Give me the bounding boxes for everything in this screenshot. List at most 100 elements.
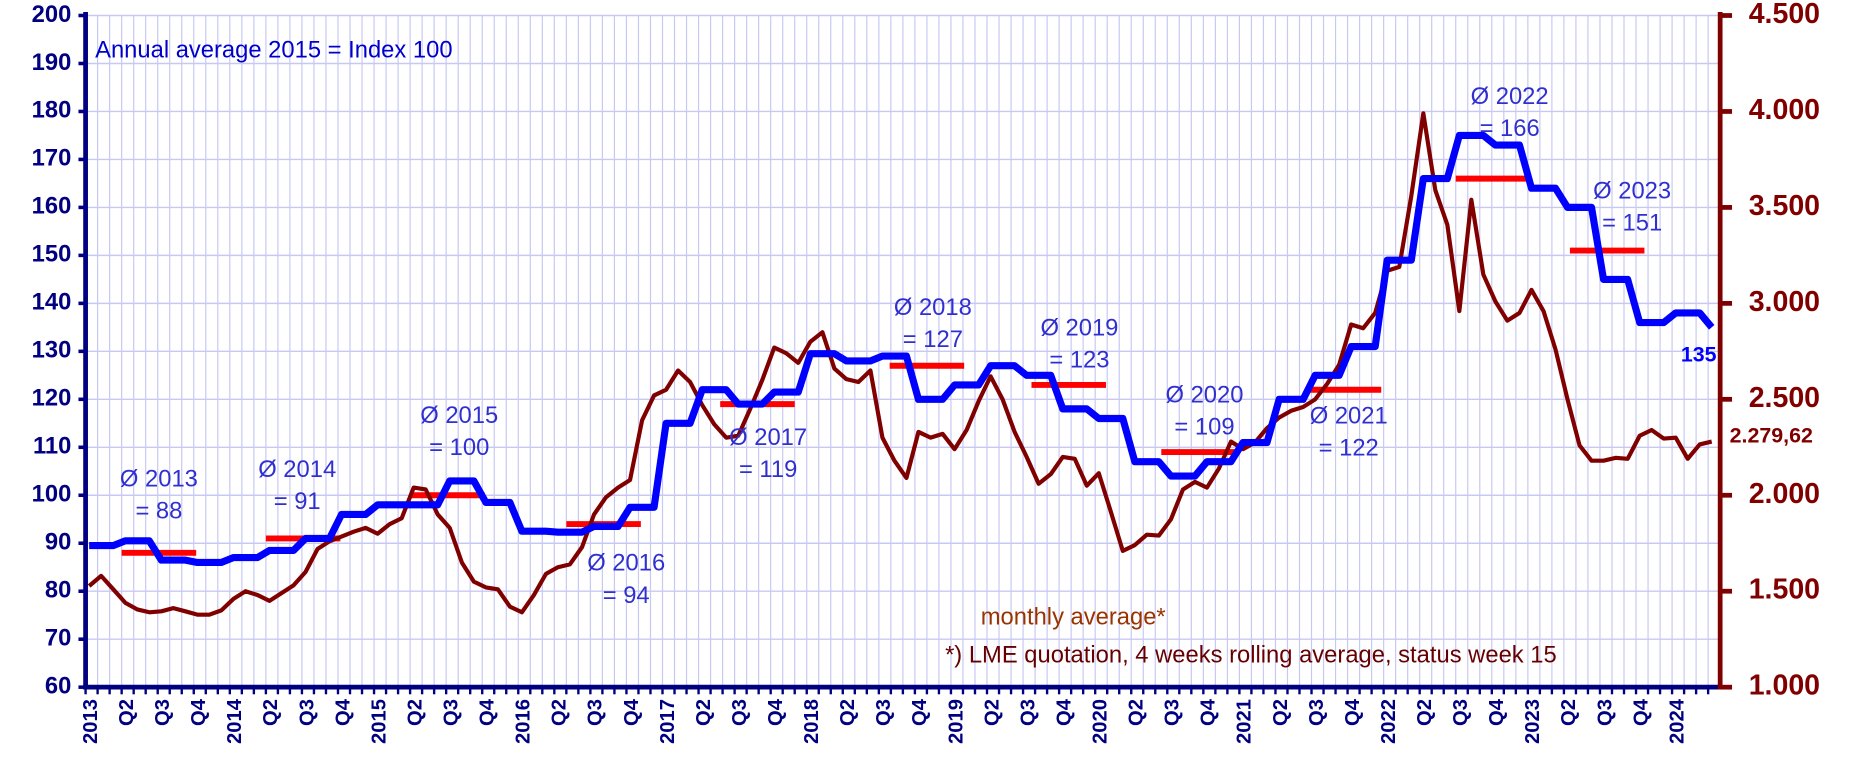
x-tick-label: Q2 xyxy=(404,699,426,726)
y-tick-label: 130 xyxy=(32,337,72,364)
y2-tick-label: 2.000 xyxy=(1749,478,1820,510)
x-tick-label: Q2 xyxy=(1414,699,1436,726)
x-tick-label: 2018 xyxy=(801,699,823,744)
x-tick-label: 2022 xyxy=(1378,699,1400,744)
annual-average-value: = 151 xyxy=(1602,210,1662,237)
y2-tick-label: 2.500 xyxy=(1749,382,1820,414)
x-tick-label: Q3 xyxy=(585,699,607,726)
x-tick-label: Q2 xyxy=(260,699,282,726)
y-tick-label: 160 xyxy=(32,193,72,220)
annual-average-label: Ø 2019 xyxy=(1040,314,1118,341)
annual-average-label: Ø 2022 xyxy=(1471,83,1549,110)
y2-tick-label: 3.000 xyxy=(1749,286,1820,318)
x-tick-label: Q2 xyxy=(1270,699,1292,726)
x-tick-label: Q4 xyxy=(765,698,787,726)
x-tick-label: Q3 xyxy=(296,699,318,726)
annual-average-value: = 123 xyxy=(1049,346,1109,373)
x-tick-label: Q2 xyxy=(1126,699,1148,726)
annual-average-value: = 166 xyxy=(1480,115,1540,142)
x-tick-label: Q3 xyxy=(440,699,462,726)
annual-average-label: Ø 2014 xyxy=(258,456,336,483)
y2-tick-label: 3.500 xyxy=(1749,190,1820,222)
x-tick-label: Q4 xyxy=(1486,698,1508,726)
y-tick-label: 190 xyxy=(32,49,72,76)
y2-tick-label: 1.000 xyxy=(1749,670,1820,702)
x-tick-label: 2024 xyxy=(1666,698,1688,744)
annual-average-label: Ø 2016 xyxy=(587,550,665,577)
x-tick-label: Q3 xyxy=(152,699,174,726)
annual-average-label: Ø 2013 xyxy=(120,466,198,493)
x-tick-label: Q2 xyxy=(549,699,571,726)
x-tick-label: Q2 xyxy=(837,699,859,726)
x-tick-label: Q4 xyxy=(1342,698,1364,726)
y-tick-label: 70 xyxy=(45,624,71,651)
x-tick-label: Q4 xyxy=(1198,698,1220,726)
marks xyxy=(87,111,1715,617)
annual-average-value: = 94 xyxy=(603,582,650,609)
annual-average-value: = 119 xyxy=(739,456,797,483)
y-tick-label: 170 xyxy=(32,145,72,172)
x-tick-label: 2017 xyxy=(657,699,679,744)
annual-average-value: = 127 xyxy=(903,326,963,353)
annual-average-label: Ø 2018 xyxy=(894,294,972,321)
x-tick-label: Q2 xyxy=(981,699,1003,726)
x-tick-label: 2014 xyxy=(224,698,246,744)
annual-average-value: = 91 xyxy=(274,488,321,515)
series-line xyxy=(89,131,1715,567)
x-tick-label: 2019 xyxy=(945,699,967,744)
annual-average-label: Ø 2021 xyxy=(1310,402,1388,429)
x-tick-label: 2016 xyxy=(513,699,535,744)
x-tick-label: Q3 xyxy=(1017,699,1039,726)
y-tick-label: 60 xyxy=(45,672,71,699)
footnote: *) LME quotation, 4 weeks rolling averag… xyxy=(945,642,1557,669)
y-tick-label: 90 xyxy=(45,529,71,556)
y-tick-label: 140 xyxy=(32,289,72,316)
y-tick-label: 200 xyxy=(32,1,72,28)
series-line xyxy=(87,111,1713,617)
x-tick-label: Q3 xyxy=(1162,699,1184,726)
y-tick-label: 180 xyxy=(32,97,72,124)
annual-average-value: = 100 xyxy=(429,434,489,461)
y-tick-label: 80 xyxy=(45,576,71,603)
y2-tick-label: 4.000 xyxy=(1749,94,1820,126)
x-tick-label: 2013 xyxy=(80,699,102,744)
x-tick-label: Q3 xyxy=(729,699,751,726)
x-tick-label: Q2 xyxy=(1558,699,1580,726)
annual-average-label: Ø 2015 xyxy=(420,402,498,429)
x-tick-label: Q3 xyxy=(1594,699,1616,726)
end-value-label: 135 xyxy=(1681,343,1717,367)
annual-average-label: Ø 2020 xyxy=(1165,381,1243,408)
series-label: monthly average* xyxy=(981,603,1166,630)
y2-tick-label: 1.500 xyxy=(1749,574,1820,606)
annual-average-value: = 109 xyxy=(1174,414,1234,441)
x-tick-label: 2020 xyxy=(1090,699,1112,744)
y-tick-label: 150 xyxy=(32,241,72,268)
y2-tick-label: 4.500 xyxy=(1749,0,1820,30)
x-tick-label: Q3 xyxy=(1306,699,1328,726)
y-tick-label: 100 xyxy=(32,481,72,508)
x-tick-label: Q2 xyxy=(116,699,138,726)
x-tick-label: Q3 xyxy=(873,699,895,726)
x-tick-label: Q3 xyxy=(1450,699,1472,726)
annual-average-label: Ø 2017 xyxy=(729,424,807,451)
x-tick-label: 2021 xyxy=(1234,699,1256,744)
x-tick-label: Q4 xyxy=(909,698,931,726)
x-tick-label: Q4 xyxy=(188,698,210,726)
x-tick-label: Q2 xyxy=(693,699,715,726)
subtitle: Annual average 2015 = Index 100 xyxy=(95,36,452,63)
annual-average-label: Ø 2023 xyxy=(1593,178,1671,205)
end-value-label: 2.279,62 xyxy=(1730,424,1813,448)
x-tick-label: 2023 xyxy=(1522,699,1544,744)
x-tick-label: Q4 xyxy=(1630,698,1652,726)
annual-average-value: = 88 xyxy=(135,498,182,525)
x-tick-label: Q4 xyxy=(1053,698,1075,726)
grid xyxy=(84,14,1721,688)
annual-average-value: = 122 xyxy=(1319,434,1379,461)
x-tick-label: Q4 xyxy=(332,698,354,726)
x-tick-label: 2015 xyxy=(368,699,390,744)
y-tick-label: 110 xyxy=(33,433,71,460)
x-tick-label: Q4 xyxy=(621,698,643,726)
y-tick-label: 120 xyxy=(32,385,72,412)
